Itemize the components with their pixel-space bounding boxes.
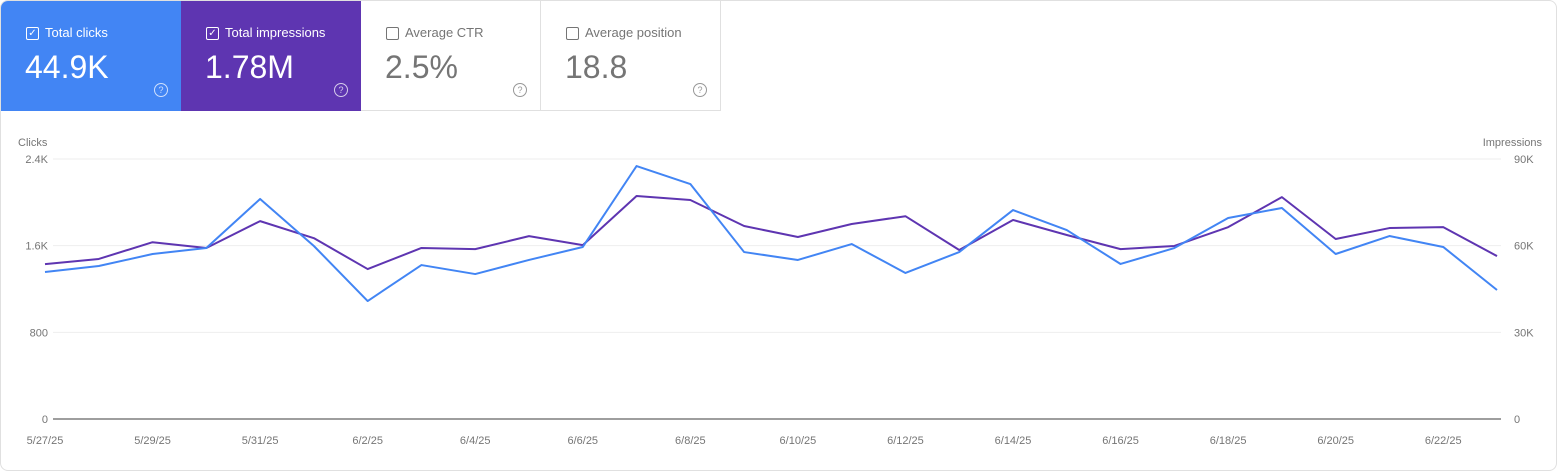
left-tick-label: 2.4K — [25, 154, 48, 166]
tile-total-clicks[interactable]: ✓ Total clicks 44.9K ? — [1, 1, 181, 111]
right-tick-label: 90K — [1514, 154, 1534, 166]
left-tick-label: 0 — [42, 414, 48, 426]
help-icon[interactable]: ? — [693, 83, 707, 97]
metric-tiles: ✓ Total clicks 44.9K ? ✓ Total impressio… — [1, 1, 1556, 111]
help-icon[interactable]: ? — [154, 83, 168, 97]
x-tick-label: 6/2/25 — [352, 435, 383, 447]
x-tick-label: 5/29/25 — [134, 435, 171, 447]
tile-label: Average CTR — [405, 25, 484, 40]
tile-value: 18.8 — [565, 49, 628, 85]
x-tick-label: 6/6/25 — [567, 435, 598, 447]
x-tick-label: 6/22/25 — [1425, 435, 1462, 447]
tile-label: Total clicks — [45, 25, 108, 40]
tile-total-impressions[interactable]: ✓ Total impressions 1.78M ? — [181, 1, 361, 111]
tile-label: Average position — [585, 25, 682, 40]
tile-average-position[interactable]: Average position 18.8 ? — [541, 1, 721, 111]
checkbox-checked-icon[interactable]: ✓ — [206, 27, 219, 40]
tile-value: 44.9K — [25, 49, 109, 85]
x-tick-label: 6/18/25 — [1210, 435, 1247, 447]
x-tick-label: 6/14/25 — [995, 435, 1032, 447]
tile-average-ctr[interactable]: Average CTR 2.5% ? — [361, 1, 541, 111]
left-axis-title: Clicks — [18, 137, 48, 149]
checkbox-unchecked-icon[interactable] — [566, 27, 579, 40]
performance-chart: Clicks Impressions 0 0 800 30K 1.6K 60K 2.4K 90… — [18, 137, 1543, 447]
right-tick-label: 0 — [1514, 414, 1520, 426]
x-tick-label: 6/10/25 — [780, 435, 817, 447]
right-tick-label: 30K — [1514, 327, 1534, 339]
x-tick-label: 5/31/25 — [242, 435, 279, 447]
tile-value: 1.78M — [205, 49, 294, 85]
right-axis-title: Impressions — [1483, 137, 1543, 149]
x-tick-label: 6/12/25 — [887, 435, 924, 447]
right-tick-label: 60K — [1514, 241, 1534, 253]
left-tick-label: 800 — [30, 327, 48, 339]
x-tick-label: 6/20/25 — [1317, 435, 1354, 447]
left-tick-label: 1.6K — [25, 241, 48, 253]
x-tick-label: 6/16/25 — [1102, 435, 1139, 447]
checkbox-unchecked-icon[interactable] — [386, 27, 399, 40]
checkbox-checked-icon[interactable]: ✓ — [26, 27, 39, 40]
help-icon[interactable]: ? — [513, 83, 527, 97]
tile-label: Total impressions — [225, 25, 326, 40]
series-line-impressions — [44, 194, 1498, 271]
help-icon[interactable]: ? — [334, 83, 348, 97]
x-tick-label: 6/8/25 — [675, 435, 706, 447]
tile-value: 2.5% — [385, 49, 458, 85]
x-tick-label: 6/4/25 — [460, 435, 491, 447]
x-tick-label: 5/27/25 — [27, 435, 64, 447]
series-line-clicks — [44, 165, 1498, 303]
